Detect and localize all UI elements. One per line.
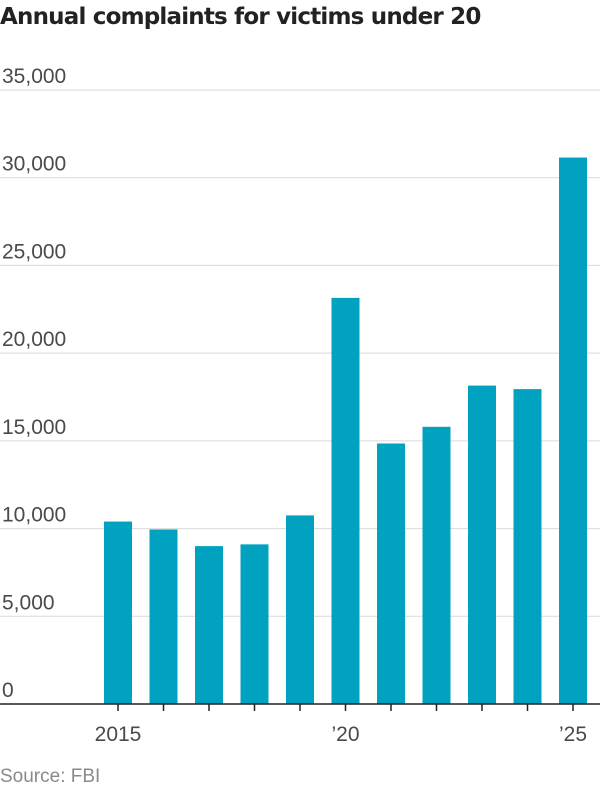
bar-2016 (149, 529, 178, 704)
y-tick-label: 30,000 (2, 153, 66, 176)
chart-title: Annual complaints for victims under 20 (0, 4, 481, 30)
source-note: Source: FBI (0, 766, 101, 787)
bar-2017 (195, 546, 223, 704)
y-axis-tick-labels: 0 5,000 10,000 15,000 20,000 25,000 30,000 35,0… (2, 65, 66, 702)
bar-2019 (286, 515, 314, 704)
bar-2023 (468, 385, 496, 704)
bar-2021 (377, 443, 405, 704)
bar-2020 (331, 297, 360, 704)
bar-2024 (513, 389, 542, 704)
y-tick-label: 0 (2, 679, 14, 702)
x-tick-label: 2015 (95, 723, 142, 746)
y-tick-label: 20,000 (2, 328, 66, 351)
bar-2022 (422, 426, 451, 704)
bars (104, 157, 587, 705)
y-tick-label: 10,000 (2, 504, 66, 527)
bar-2025 (559, 157, 587, 705)
y-tick-label: 35,000 (2, 65, 66, 88)
y-tick-label: 5,000 (2, 591, 55, 614)
y-tick-label: 25,000 (2, 240, 66, 263)
bar-2015 (104, 521, 132, 704)
x-tick-label: ’20 (331, 723, 359, 746)
x-tick-label: ’25 (559, 723, 587, 746)
x-axis (0, 703, 600, 711)
y-tick-label: 15,000 (2, 416, 66, 439)
x-axis-tick-labels: 2015 ’20 ’25 (95, 723, 587, 746)
bar-2018 (240, 544, 269, 704)
